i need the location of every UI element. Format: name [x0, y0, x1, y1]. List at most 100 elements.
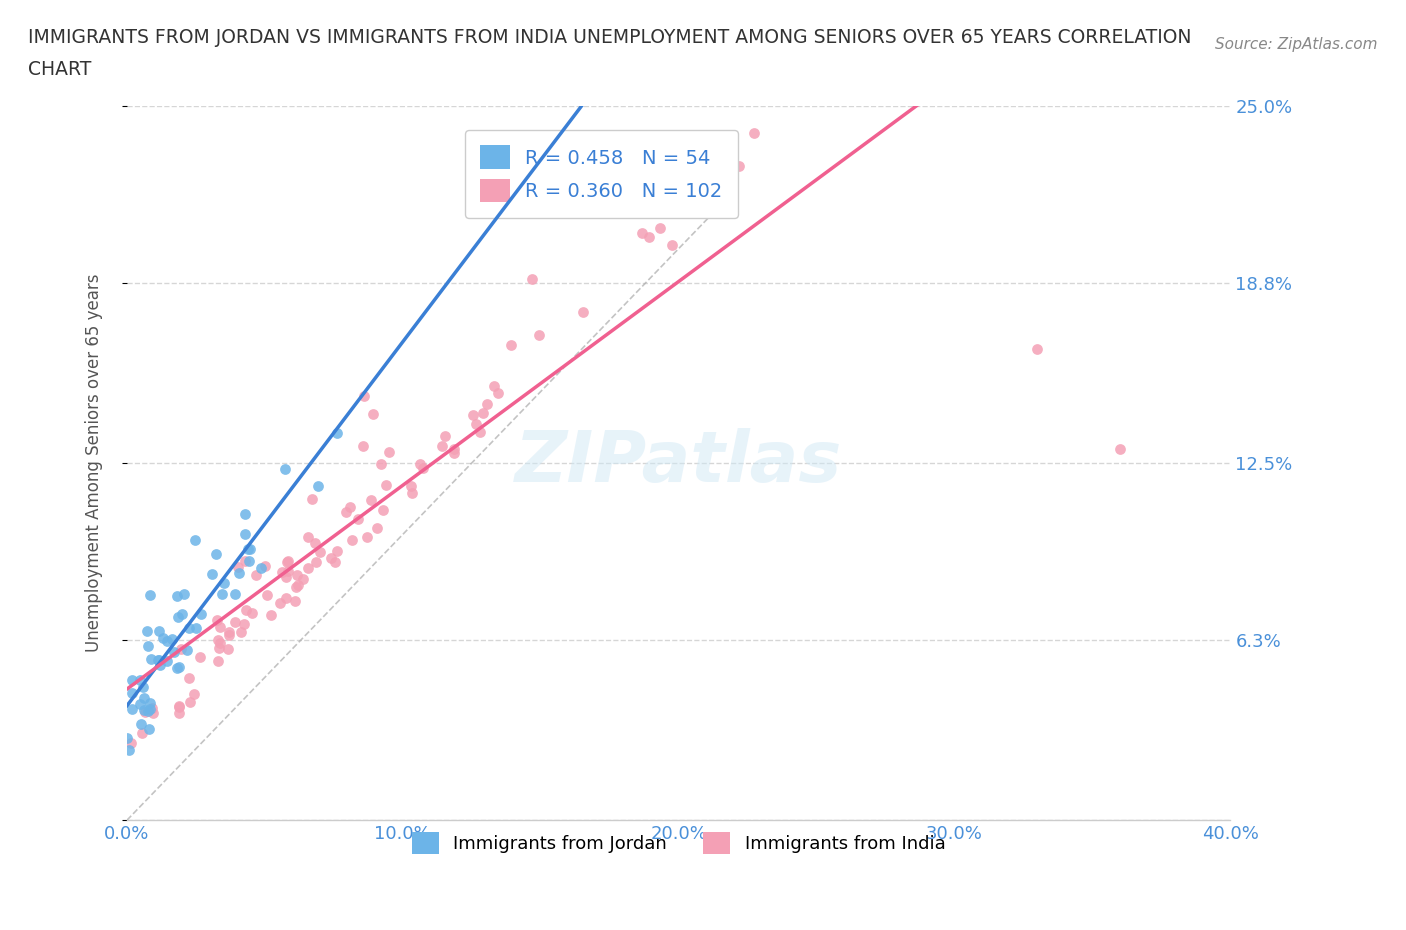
Point [207, 654, 229, 669]
Point [297, 529, 319, 544]
Point [412, 461, 434, 476]
Point [742, 126, 765, 140]
Point [226, 560, 249, 575]
Point [129, 697, 152, 711]
Point [370, 457, 392, 472]
Point [183, 686, 205, 701]
Point [211, 586, 233, 601]
Point [714, 157, 737, 172]
Point [361, 406, 384, 421]
Point [162, 631, 184, 646]
Point [319, 551, 342, 565]
Point [326, 543, 349, 558]
Point [292, 571, 315, 586]
Point [285, 567, 308, 582]
Point [661, 238, 683, 253]
Point [228, 565, 250, 580]
Point [141, 651, 163, 666]
Point [132, 679, 155, 694]
Legend: Immigrants from Jordan, Immigrants from India: Immigrants from Jordan, Immigrants from … [398, 817, 960, 869]
Point [472, 405, 495, 420]
Point [572, 305, 595, 320]
Point [443, 442, 465, 457]
Point [430, 438, 453, 453]
Point [638, 230, 661, 245]
Point [250, 561, 273, 576]
Point [201, 566, 224, 581]
Point [277, 564, 299, 578]
Point [235, 527, 257, 542]
Point [1109, 441, 1132, 456]
Point [132, 702, 155, 717]
Point [844, 61, 866, 76]
Point [184, 620, 207, 635]
Point [409, 456, 432, 471]
Point [770, 56, 793, 71]
Point [377, 445, 399, 459]
Point [259, 607, 281, 622]
Point [465, 417, 488, 432]
Point [271, 565, 294, 579]
Point [401, 478, 423, 493]
Point [527, 327, 550, 342]
Point [274, 569, 297, 584]
Point [190, 606, 212, 621]
Point [166, 660, 188, 675]
Point [475, 397, 498, 412]
Point [167, 699, 190, 714]
Point [121, 702, 143, 717]
Point [179, 695, 201, 710]
Point [305, 554, 328, 569]
Point [238, 553, 260, 568]
Point [149, 658, 172, 672]
Point [276, 554, 298, 569]
Point [482, 379, 505, 393]
Point [208, 635, 231, 650]
Point [326, 426, 349, 441]
Point [204, 546, 226, 561]
Point [212, 576, 235, 591]
Point [207, 632, 229, 647]
Point [269, 596, 291, 611]
Point [131, 725, 153, 740]
Point [117, 730, 139, 745]
Point [703, 179, 725, 193]
Point [132, 691, 155, 706]
Point [375, 477, 398, 492]
Point [163, 644, 186, 659]
Point [232, 616, 254, 631]
Point [167, 706, 190, 721]
Point [169, 659, 191, 674]
Point [323, 555, 346, 570]
Point [1026, 341, 1049, 356]
Point [177, 620, 200, 635]
Point [218, 625, 240, 640]
Point [253, 558, 276, 573]
Point [304, 536, 326, 551]
Point [340, 532, 363, 547]
Point [352, 438, 374, 453]
Point [356, 529, 378, 544]
Point [139, 588, 162, 603]
Point [284, 593, 307, 608]
Text: ZIPatlas: ZIPatlas [515, 429, 842, 498]
Point [699, 176, 721, 191]
Point [443, 445, 465, 460]
Point [240, 605, 263, 620]
Point [209, 619, 232, 634]
Point [156, 654, 179, 669]
Point [401, 485, 423, 500]
Text: Source: ZipAtlas.com: Source: ZipAtlas.com [1215, 37, 1378, 52]
Point [817, 66, 839, 81]
Point [142, 706, 165, 721]
Point [156, 634, 179, 649]
Point [233, 553, 256, 568]
Point [148, 624, 170, 639]
Point [129, 716, 152, 731]
Text: IMMIGRANTS FROM JORDAN VS IMMIGRANTS FROM INDIA UNEMPLOYMENT AMONG SENIORS OVER : IMMIGRANTS FROM JORDAN VS IMMIGRANTS FRO… [28, 28, 1192, 46]
Point [139, 696, 162, 711]
Point [134, 704, 156, 719]
Point [245, 568, 267, 583]
Point [179, 671, 201, 685]
Point [631, 226, 654, 241]
